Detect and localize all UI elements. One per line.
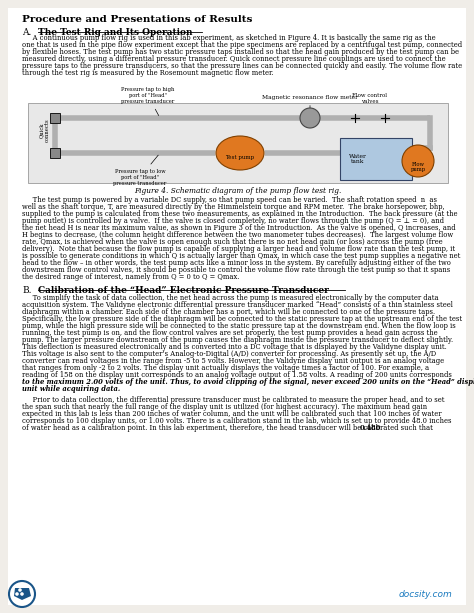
- Text: Quick
connects: Quick connects: [38, 119, 49, 142]
- Text: corresponds to 100 display units, or 1.00 volts. There is a calibration stand in: corresponds to 100 display units, or 1.0…: [22, 417, 452, 425]
- Text: Test pump: Test pump: [226, 154, 255, 159]
- Text: A continuous pump flow rig is used in this lab experiment, as sketched in Figure: A continuous pump flow rig is used in th…: [22, 34, 436, 42]
- Text: supplied to the pump is calculated from these two measurements, as explained in : supplied to the pump is calculated from …: [22, 210, 457, 218]
- Text: diaphragm within a chamber. Each side of the chamber has a port, which will be c: diaphragm within a chamber. Each side of…: [22, 308, 435, 316]
- Bar: [28, 103, 448, 183]
- Circle shape: [18, 588, 22, 592]
- Circle shape: [15, 592, 19, 596]
- Text: of water head as a calibration point. In this lab experiment, therefore, the hea: of water head as a calibration point. In…: [22, 424, 435, 432]
- Ellipse shape: [216, 136, 264, 170]
- Text: pump. The larger pressure downstream of the pump causes the diaphragm inside the: pump. The larger pressure downstream of …: [22, 336, 453, 344]
- Circle shape: [20, 592, 24, 596]
- Text: Flow control
valves: Flow control valves: [353, 93, 388, 104]
- Bar: [50, 148, 60, 158]
- Circle shape: [9, 581, 35, 607]
- Text: downstream flow control valves, it should be possible to control the volume flow: downstream flow control valves, it shoul…: [22, 266, 450, 274]
- Text: H begins to decrease, (the column height difference between the two manometer tu: H begins to decrease, (the column height…: [22, 231, 453, 239]
- Polygon shape: [14, 588, 31, 600]
- Text: This deflection is measured electronically and is converted into a DC voltage th: This deflection is measured electronical…: [22, 343, 447, 351]
- Text: 0.480: 0.480: [360, 424, 382, 432]
- Text: the net head H is near its maximum value, as shown in Figure 3 of the Introducti: the net head H is near its maximum value…: [22, 224, 456, 232]
- Bar: [340, 138, 412, 180]
- Text: head to the flow – in other words, the test pump acts like a minor loss in the s: head to the flow – in other words, the t…: [22, 259, 451, 267]
- Text: The Test Rig and Its Operation: The Test Rig and Its Operation: [38, 28, 192, 37]
- Text: unit while acquiring data.: unit while acquiring data.: [22, 385, 120, 393]
- Text: measured directly, using a differential pressure transducer. Quick connect press: measured directly, using a differential …: [22, 55, 446, 63]
- Text: This voltage is also sent to the computer’s Analog-to-Digital (A/D) converter fo: This voltage is also sent to the compute…: [22, 350, 436, 358]
- Text: Procedure and Presentations of Results: Procedure and Presentations of Results: [22, 15, 252, 24]
- Text: one that is used in the pipe flow experiment except that the pipe specimens are : one that is used in the pipe flow experi…: [22, 41, 462, 49]
- Text: B.: B.: [22, 286, 31, 295]
- Text: To simplify the task of data collection, the net head across the pump is measure: To simplify the task of data collection,…: [22, 294, 438, 302]
- Text: Flow
pump: Flow pump: [410, 162, 426, 172]
- Text: rate, Qmax, is achieved when the valve is open enough such that there is no net : rate, Qmax, is achieved when the valve i…: [22, 238, 443, 246]
- Text: Magnetic resonance flow meter: Magnetic resonance flow meter: [262, 95, 358, 108]
- Text: to the maximum 2.00 volts of the unit. Thus, to avoid clipping of the signal, ne: to the maximum 2.00 volts of the unit. T…: [22, 378, 474, 386]
- Circle shape: [402, 145, 434, 177]
- Text: running, the test pump is on, and the flow control valves are set properly, the : running, the test pump is on, and the fl…: [22, 329, 438, 337]
- Text: Prior to data collection, the differential pressure transducer must be calibrate: Prior to data collection, the differenti…: [22, 396, 445, 404]
- Text: that ranges from only -2 to 2 volts. The display unit actually displays the volt: that ranges from only -2 to 2 volts. The…: [22, 364, 429, 372]
- Text: converter can read voltages in the range from -5 to 5 volts. However, the Validy: converter can read voltages in the range…: [22, 357, 444, 365]
- Text: by flexible hoses. The test pump has two static pressure taps installed so that : by flexible hoses. The test pump has two…: [22, 48, 459, 56]
- Text: acquisition system. The Validyne electronic differential pressure transducer mar: acquisition system. The Validyne electro…: [22, 301, 453, 309]
- Text: pump outlet) is controlled by a valve.  If the valve is closed completely, no wa: pump outlet) is controlled by a valve. I…: [22, 217, 444, 225]
- Text: docsity.com: docsity.com: [398, 590, 452, 599]
- Text: reading of 158 on the display unit corresponds to an analog voltage output of 1.: reading of 158 on the display unit corre…: [22, 371, 452, 379]
- Text: Pressure tap to high
port of "Head"
pressure transducer: Pressure tap to high port of "Head" pres…: [121, 88, 175, 116]
- Text: the desired range of interest, namely from Q = 0 to Q = Qmax.: the desired range of interest, namely fr…: [22, 273, 239, 281]
- Text: Calibration of the “Head” Electronic Pressure Transducer: Calibration of the “Head” Electronic Pre…: [38, 286, 329, 295]
- Text: Pressure tap to low
port of "Head"
pressure transducer: Pressure tap to low port of "Head" press…: [113, 155, 167, 186]
- Text: Figure 4. Schematic diagram of the pump flow test rig.: Figure 4. Schematic diagram of the pump …: [134, 187, 342, 195]
- Text: The test pump is powered by a variable DC supply, so that pump speed can be vari: The test pump is powered by a variable D…: [22, 196, 437, 204]
- Text: Specifically, the low pressure side of the diaphragm will be connected to the st: Specifically, the low pressure side of t…: [22, 315, 462, 323]
- Circle shape: [300, 108, 320, 128]
- Bar: [50, 113, 60, 123]
- Text: A.: A.: [22, 28, 31, 37]
- Text: well as the shaft torque, T, are measured directly by the Himmelstein torque and: well as the shaft torque, T, are measure…: [22, 203, 445, 211]
- Text: pump, while the high pressure side will be connected to the static pressure tap : pump, while the high pressure side will …: [22, 322, 456, 330]
- Text: expected in this lab is less than 200 inches of water column, and the unit will : expected in this lab is less than 200 in…: [22, 410, 441, 418]
- Text: pressure taps to the pressure transducers, so that the pressure lines can be con: pressure taps to the pressure transducer…: [22, 62, 462, 70]
- Text: the span such that nearly the full range of the display unit is utilized (for hi: the span such that nearly the full range…: [22, 403, 427, 411]
- Text: is possible to generate conditions in which Q is actually larger than Qmax, in w: is possible to generate conditions in wh…: [22, 252, 460, 260]
- Text: delivery).  Note that because the flow pump is capable of supplying a larger hea: delivery). Note that because the flow pu…: [22, 245, 455, 253]
- Text: Water
tank: Water tank: [349, 154, 367, 164]
- Text: through the test rig is measured by the Rosemount magnetic flow meter.: through the test rig is measured by the …: [22, 69, 273, 77]
